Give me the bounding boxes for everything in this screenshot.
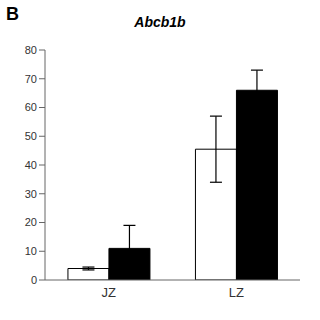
html-text:Abcb1b: Abcb1b — [134, 14, 186, 30]
html-text:B: B — [6, 4, 19, 24]
svg-text:70: 70 — [25, 73, 37, 85]
svg-text:LZ: LZ — [229, 285, 244, 300]
svg-text:20: 20 — [25, 216, 37, 228]
svg-text:80: 80 — [25, 44, 37, 56]
svg-text:40: 40 — [25, 159, 37, 171]
svg-text:60: 60 — [25, 101, 37, 113]
svg-text:10: 10 — [25, 245, 37, 257]
svg-text:30: 30 — [25, 188, 37, 200]
svg-text:JZ: JZ — [102, 285, 117, 300]
svg-text:50: 50 — [25, 130, 37, 142]
svg-text:0: 0 — [31, 274, 37, 286]
